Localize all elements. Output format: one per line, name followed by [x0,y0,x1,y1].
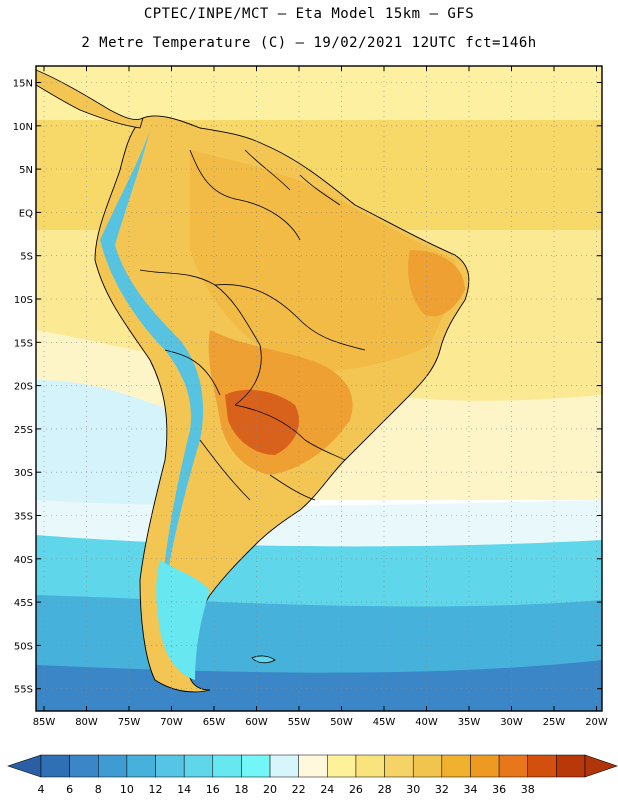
colorbar-segment [527,754,557,778]
colorbar-label-4: 4 [38,783,45,796]
colorbar-segment [155,754,185,778]
colorbar-label-36: 36 [492,783,506,796]
ocean-mild-band [36,500,602,545]
colorbar-label-34: 34 [463,783,477,796]
colorbar-label-30: 30 [406,783,420,796]
colorbar-segment [98,754,128,778]
colorbar-segment [556,754,586,778]
lon-label-75w: 75W [118,717,141,728]
lon-label-85w: 85W [33,717,56,728]
colorbar-label-28: 28 [378,783,392,796]
map-frame [35,65,603,712]
lat-label-5n: 5N [19,165,33,176]
lat-label-25s: 25S [14,425,33,436]
colorbar-low-arrow [7,754,42,778]
colorbar-label-14: 14 [177,783,191,796]
colorbar-label-32: 32 [435,783,449,796]
colorbar-label-16: 16 [206,783,220,796]
ocean-warm-band [36,66,602,120]
colorbar: 4 6 8 10 12 14 16 18 20 22 24 26 28 30 32 34 36 38 [7,754,618,796]
colorbar-label-10: 10 [120,783,134,796]
colorbar-segment [327,754,357,778]
lat-label-45s: 45S [14,598,33,609]
lon-label-40w: 40W [415,717,438,728]
colorbar-label-8: 8 [95,783,102,796]
colorbar-segment [126,754,156,778]
lat-label-eq: EQ [19,208,33,219]
lat-label-5s: 5S [20,252,33,263]
colorbar-label-22: 22 [292,783,306,796]
lat-label-10n: 10N [13,122,33,133]
lat-label-50s: 50S [14,641,33,652]
lon-label-45w: 45W [373,717,396,728]
lat-label-20s: 20S [14,382,33,393]
land-hottest-region [225,389,299,455]
colorbar-label-38: 38 [521,783,535,796]
lon-label-25w: 25W [543,717,566,728]
lat-label-40s: 40S [14,555,33,566]
lon-label-55w: 55W [288,717,311,728]
colorbar-segment [241,754,271,778]
lon-label-65w: 65W [203,717,226,728]
colorbar-segment [441,754,471,778]
colorbar-label-26: 26 [349,783,363,796]
country-borders [139,149,366,501]
lat-label-30s: 30S [14,468,33,479]
ocean-cool-band [36,380,170,520]
colorbar-segment [498,754,528,778]
map-field [36,66,602,711]
latitude-ticks: 15N 10N 5N EQ 5S 10S 15S 20S 25S 30S 35S 40S 45S 50S 5… [13,79,602,696]
lat-label-15n: 15N [13,79,33,90]
lat-label-10s: 10S [14,295,33,306]
longitude-ticks: 85W 80W 75W 70W 65W 60W 55W 50W 45W 40W 35W 30W 25W 2… [33,66,608,728]
title-line-1: CPTEC/INPE/MCT – Eta Model 15km – GFS [143,6,475,22]
title-line-2: 2 Metre Temperature (C) – 19/02/2021 12U… [81,35,537,51]
colorbar-label-6: 6 [66,783,73,796]
lon-label-70w: 70W [160,717,183,728]
falkland-islands [251,655,276,664]
colorbar-label-24: 24 [320,783,334,796]
lon-label-30w: 30W [500,717,523,728]
colorbar-segment [384,754,414,778]
colorbar-segment [183,754,214,778]
colorbar-label-20: 20 [263,783,277,796]
northeast-hot-region [408,250,465,317]
colorbar-label-18: 18 [234,783,248,796]
colorbar-segment [269,754,299,778]
lon-label-20w: 20W [585,717,608,728]
lat-label-35s: 35S [14,512,33,523]
lat-label-55s: 55S [14,685,33,696]
colorbar-segment [40,754,70,778]
lon-label-50w: 50W [330,717,353,728]
colorbar-segment [69,754,99,778]
colorbar-high-arrow [584,754,618,778]
colorbar-segment [298,754,328,778]
lon-label-35w: 35W [458,717,481,728]
lon-label-60w: 60W [245,717,268,728]
patagonia-cold [156,560,210,680]
colorbar-segment [355,754,385,778]
colorbar-segment [470,754,500,778]
lat-label-15s: 15S [14,338,33,349]
colorbar-label-12: 12 [149,783,163,796]
colorbar-segment [212,754,242,778]
lon-label-80w: 80W [75,717,98,728]
central-america [36,69,144,129]
colorbar-segment [412,754,443,778]
